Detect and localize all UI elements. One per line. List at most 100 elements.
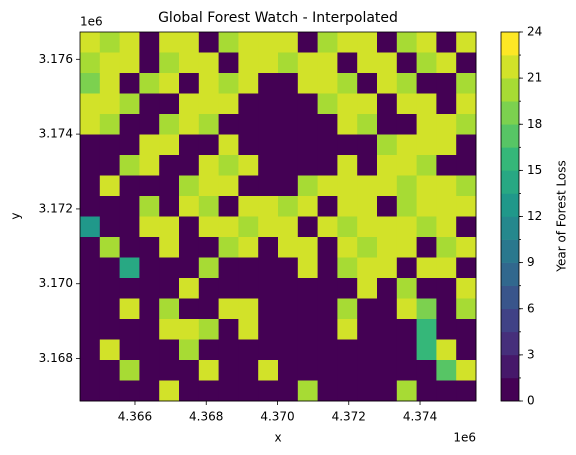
heatmap-cell [99, 216, 120, 238]
heatmap-cell [258, 278, 279, 299]
heatmap-cell [317, 298, 338, 320]
heatmap-cell [416, 93, 437, 115]
heatmap-cell [297, 155, 318, 176]
heatmap-cell [416, 52, 437, 74]
heatmap-cell [377, 216, 398, 238]
heatmap-cell [297, 93, 318, 115]
heatmap-cell [159, 360, 180, 381]
heatmap-cell [179, 175, 200, 197]
heatmap-cell [416, 73, 437, 94]
heatmap-cell [357, 319, 378, 340]
heatmap-cell [139, 196, 160, 217]
heatmap-cell [80, 175, 101, 197]
heatmap-cell [139, 360, 160, 381]
heatmap-cell [119, 216, 140, 238]
heatmap-cell [396, 73, 417, 94]
heatmap-cell [218, 216, 239, 238]
heatmap-cell [238, 237, 259, 258]
heatmap-cell [238, 380, 259, 402]
heatmap-cell [416, 196, 437, 217]
heatmap-cell [198, 32, 219, 53]
heatmap-cell [258, 298, 279, 320]
heatmap-cell [278, 257, 299, 279]
heatmap-cell [396, 52, 417, 74]
heatmap-cell [99, 360, 120, 381]
heatmap-cell [456, 257, 477, 279]
heatmap-cell [80, 360, 101, 381]
heatmap-cell [317, 73, 338, 94]
heatmap-cell [238, 298, 259, 320]
y-axis-label: y [9, 212, 23, 219]
heatmap-cell [396, 319, 417, 340]
heatmap-cell [278, 52, 299, 74]
colorbar-band [501, 170, 519, 194]
heatmap-cell [258, 93, 279, 115]
heatmap-cell [396, 257, 417, 279]
heatmap-cell [396, 237, 417, 258]
heatmap-cell [198, 257, 219, 279]
heatmap-cell [416, 114, 437, 135]
heatmap-cell [119, 298, 140, 320]
heatmap-cell [119, 380, 140, 402]
heatmap-cell [238, 155, 259, 176]
heatmap-cell [456, 93, 477, 115]
heatmap-cell [278, 93, 299, 115]
heatmap-cell [119, 339, 140, 361]
heatmap-cell [159, 52, 180, 74]
heatmap-cell [80, 114, 101, 135]
heatmap-cell [436, 257, 457, 279]
heatmap-cell [337, 175, 358, 197]
heatmap-cell [179, 298, 200, 320]
heatmap-cell [258, 216, 279, 238]
heatmap-cell [258, 237, 279, 258]
heatmap-cell [80, 32, 101, 53]
heatmap-cell [337, 93, 358, 115]
heatmap-cell [258, 257, 279, 279]
heatmap-cell [198, 380, 219, 402]
heatmap-cell [198, 237, 219, 258]
heatmap-cell [377, 196, 398, 217]
heatmap-cell [416, 257, 437, 279]
colorbar-band [501, 216, 519, 240]
heatmap-cell [139, 52, 160, 74]
colorbar-tick-label: 12 [527, 209, 542, 223]
heatmap-cell [337, 155, 358, 176]
heatmap-cell [297, 52, 318, 74]
x-tick-label: 4.372 [332, 410, 366, 424]
x-tick-label: 4.374 [403, 410, 437, 424]
heatmap-cell [139, 298, 160, 320]
heatmap-cell [179, 319, 200, 340]
heatmap-cell [456, 73, 477, 94]
heatmap-cell [80, 237, 101, 258]
heatmap-cell [278, 114, 299, 135]
colorbar-band [501, 239, 519, 263]
heatmap-cell [99, 93, 120, 115]
heatmap-cell [416, 134, 437, 156]
heatmap-cell [436, 52, 457, 74]
heatmap-cell [297, 216, 318, 238]
heatmap-cell [456, 237, 477, 258]
heatmap-cell [159, 155, 180, 176]
heatmap-cell [80, 196, 101, 217]
heatmap-cell [198, 196, 219, 217]
heatmap-cell [179, 278, 200, 299]
heatmap-cell [99, 52, 120, 74]
heatmap-cell [297, 73, 318, 94]
heatmap-cell [218, 257, 239, 279]
heatmap-cell [436, 298, 457, 320]
y-tick-label: 3.168 [39, 351, 73, 365]
heatmap-cell [337, 32, 358, 53]
heatmap-cell [139, 216, 160, 238]
heatmap-cell [159, 73, 180, 94]
heatmap-cell [436, 216, 457, 238]
plot-frame [79, 31, 477, 402]
heatmap-cell [218, 237, 239, 258]
heatmap-cell [99, 339, 120, 361]
heatmap-cell [317, 216, 338, 238]
heatmap-cell [80, 278, 101, 299]
heatmap-cell [337, 319, 358, 340]
heatmap-cell [238, 32, 259, 53]
heatmap-cell [159, 114, 180, 135]
heatmap-cell [357, 216, 378, 238]
colorbar-tick-label: 6 [527, 301, 535, 315]
